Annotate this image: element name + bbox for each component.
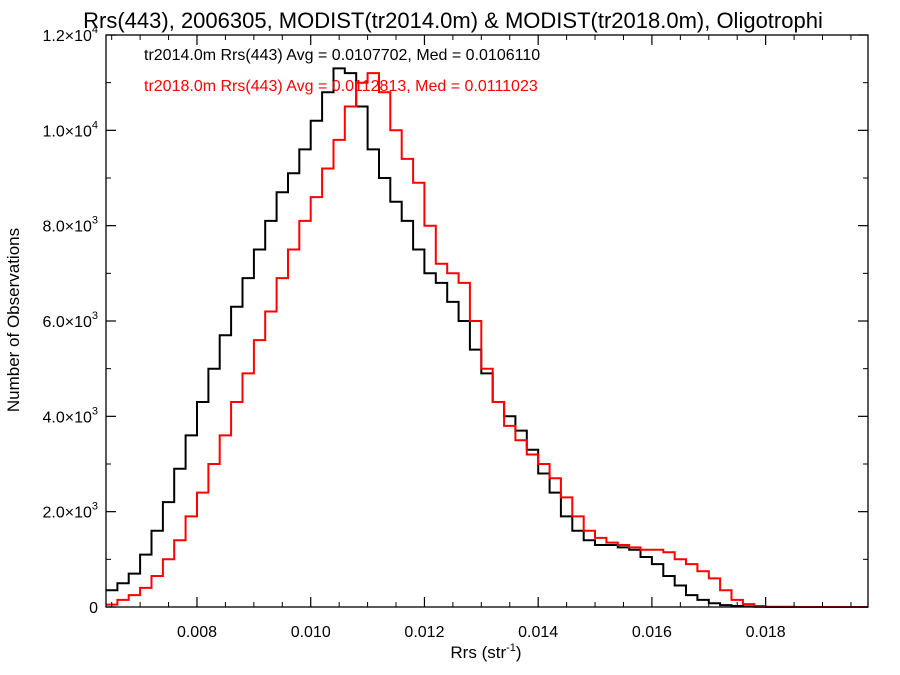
y-tick-label: 1.2×104 — [42, 24, 98, 45]
y-tick-label: 8.0×103 — [42, 215, 98, 236]
x-tick-label: 0.008 — [177, 624, 217, 641]
y-tick-label: 0 — [89, 600, 98, 617]
legend-entry-tr2018: tr2018.0m Rrs(443) Avg = 0.0112813, Med … — [144, 78, 538, 95]
series-line-tr2014.0m — [106, 67, 868, 608]
x-tick-label: 0.014 — [518, 624, 558, 641]
axis-ticks: 0.008 0.010 0.012 0.014 0.016 0.018 0 2.0×103 4.… — [42, 24, 868, 641]
x-tick-label: 0.012 — [404, 624, 444, 641]
chart-title: Rrs(443), 2006305, MODIST(tr2014.0m) & M… — [83, 8, 823, 33]
x-tick-label: 0.010 — [291, 624, 331, 641]
y-tick-label: 2.0×103 — [42, 501, 98, 522]
x-tick-label: 0.018 — [746, 624, 786, 641]
y-tick-label: 4.0×103 — [42, 405, 98, 426]
plot-frame — [105, 34, 869, 608]
y-axis-label: Number of Observations — [4, 228, 23, 412]
x-axis-label-main: Rrs (str — [450, 643, 506, 662]
x-tick-label: 0.016 — [632, 624, 672, 641]
legend-entry-tr2014: tr2014.0m Rrs(443) Avg = 0.0107702, Med … — [144, 47, 540, 64]
x-axis-label-end: ) — [516, 643, 522, 662]
y-tick-label: 6.0×103 — [42, 310, 98, 331]
x-axis-label-superscript: -1 — [506, 642, 516, 654]
series-line-tr2018.0m — [106, 72, 868, 608]
series-layer — [106, 67, 868, 608]
y-tick-label: 1.0×104 — [42, 119, 98, 140]
x-axis-label: Rrs (str-1) — [450, 642, 521, 662]
